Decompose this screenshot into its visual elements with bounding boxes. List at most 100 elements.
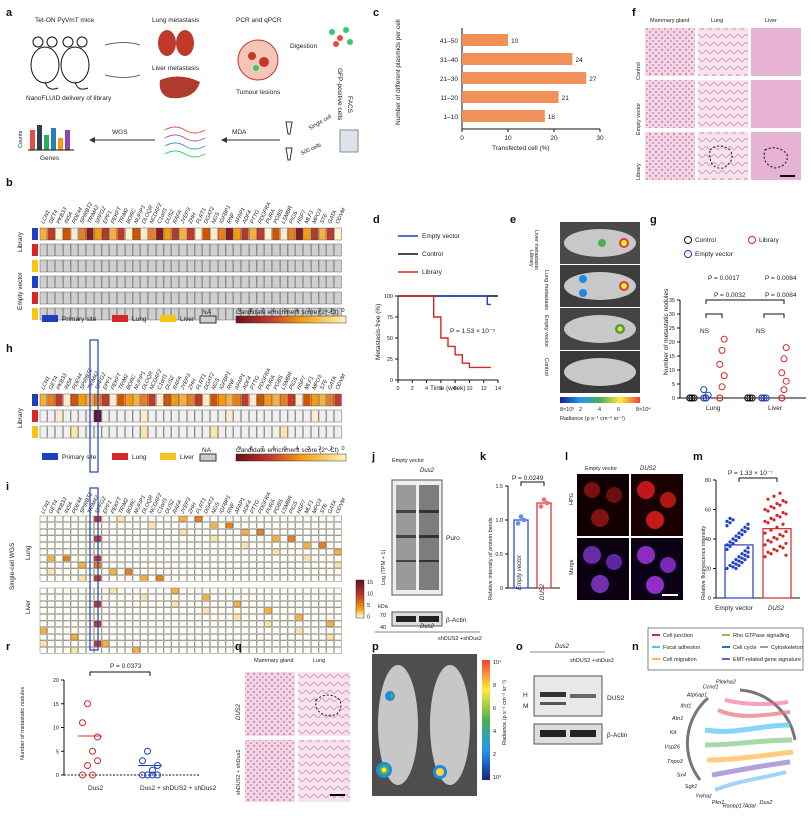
panel-j: j Empty vector Dus2 Puro kDa 70 40 β-Act… [371,451,467,631]
b-heat-cell [241,227,249,241]
i-heat-cell [125,522,133,529]
i-heat-cell [202,562,210,569]
b-heat-cell [63,243,71,257]
i-heat-cell [280,614,288,621]
i-heat-cell [39,620,48,627]
i-heat-cell [55,542,63,549]
e-row-control: Control [543,358,549,376]
i-heat-cell [148,620,156,627]
h-heat-cell [210,425,218,439]
panel-label-d: d [373,214,380,226]
i-heat-cell [140,587,148,594]
c-tick-label: 1–10 [444,114,459,121]
i-heat-cell [132,647,141,654]
b-heat-cell [78,227,86,241]
i-heat-cell [125,575,133,582]
i-heat-cell [326,601,334,608]
i-heat-cell [295,568,303,575]
b-heat-cell [179,307,187,321]
i-heat-cell [47,535,55,542]
i-heat-cell [264,555,272,562]
m-data-point [740,552,744,556]
i-heat-cell [163,529,172,536]
g-group-lung: Lung [706,405,721,412]
g-y-tick-label: 30 [669,312,675,318]
i-heat-cell [225,529,234,536]
i-heat-cell [148,575,156,582]
q-tissue [298,740,350,802]
i-heat-cell [171,522,179,529]
i-heat-cell [109,575,117,582]
b-heat-cell [125,307,133,321]
b-heat-cell [318,227,327,241]
b-heat-cell [101,227,110,241]
i-heat-cell [264,594,272,601]
p-title: Dus2 [420,624,435,630]
i-heat-cell [318,575,327,582]
b-heat-cell [233,259,241,273]
i-heat-cell [101,614,110,621]
h-heat-cell [295,409,303,423]
b-heat-cell [202,243,210,257]
panel-k: k P = 0.0249 00.51.01.5 Relative intensi… [480,451,560,600]
i-heat-cell [295,607,303,614]
i-heat-cell [148,601,156,608]
i-heat-cell [47,614,55,621]
i-heat-cell [280,568,288,575]
i-heat-cell [233,529,241,536]
h-heat-cell [295,393,303,407]
i-heat-cell [218,548,226,555]
m-data-point [746,546,750,550]
d-x-tick-label: 4 [425,386,428,392]
i-heat-cell [148,522,156,529]
i-heat-cell [249,601,257,608]
g-legend-library: Library [759,237,780,244]
panel-label-c: c [373,7,379,19]
j-band-actin: β-Actin [446,617,467,624]
m-data-point [725,524,729,528]
b-heat-cell [249,275,257,289]
i-heat-cell [326,575,334,582]
i-heat-cell [109,647,117,654]
i-heat-cell [187,555,195,562]
i-heat-cell [171,601,179,608]
b-heat-cell [295,259,303,273]
i-heat-cell [117,607,125,614]
i-heat-cell [264,647,272,654]
i-heat-cell [225,575,234,582]
i-heat-cell [210,568,218,575]
h-heat-cell [179,393,187,407]
b-heat-cell [94,307,102,321]
lungs-icon [158,30,194,56]
h-heat-cell [218,409,226,423]
i-heat-cell [140,627,148,634]
h-heat-cell [163,393,172,407]
b-heat-cell [86,227,94,241]
h-heat-cell [272,425,280,439]
i-gene-label: INS4 [64,501,75,515]
i-heat-cell [287,529,296,536]
i-heat-cell [47,594,55,601]
g-legend-empty: Empty vector [695,251,734,258]
b-gene-label: ST6 [319,212,329,225]
i-heat-cell [47,562,55,569]
i-heat-cell [249,542,257,549]
g-ylabel: Number of metastatic nodules [663,288,670,375]
i-heat-cell [334,647,342,654]
i-heat-cell [163,627,172,634]
h-heat-cell [156,425,164,439]
b-heat-cell [218,243,226,257]
i-gene-label: PIGS [288,500,299,515]
i-heat-cell [39,601,48,608]
i-heat-cell [117,647,125,654]
i-heat-cell [318,634,327,641]
i-heat-cell [334,601,342,608]
b-heat-cell [295,275,303,289]
i-heat-cell [241,535,249,542]
b-gene-label: DUS2 [164,209,176,225]
o-title: Dus2 [555,644,570,650]
g-data-point [702,394,710,402]
i-heat-cell [101,535,110,542]
b-heat-cell [272,291,280,305]
